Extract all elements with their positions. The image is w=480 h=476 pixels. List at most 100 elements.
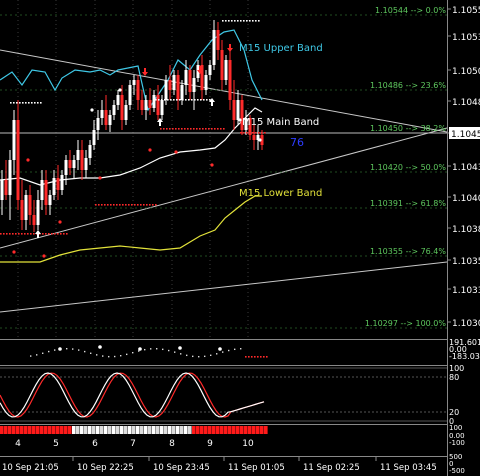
candle-body xyxy=(52,178,56,195)
signal-dot xyxy=(194,99,196,101)
hour-strip-cell xyxy=(200,426,204,434)
signal-dot xyxy=(179,99,181,101)
candle-body xyxy=(212,30,216,65)
signal-dot xyxy=(258,20,260,22)
hour-strip-cell xyxy=(128,426,132,434)
candle-body xyxy=(184,70,188,85)
indicator1-dot xyxy=(260,356,262,358)
hour-strip-cell xyxy=(20,426,24,434)
hour-strip-cell xyxy=(60,426,64,434)
hour-strip-cell xyxy=(64,426,68,434)
time-label: 11 Sep 02:25 xyxy=(303,463,360,473)
signal-dot xyxy=(48,233,50,235)
indicator1-label: -183.0311 xyxy=(449,352,480,361)
candle-body xyxy=(248,118,252,135)
hour-strip-cell xyxy=(240,426,244,434)
candle-body xyxy=(144,100,148,110)
signal-dot xyxy=(234,20,236,22)
signal-dot xyxy=(27,233,29,235)
signal-dot xyxy=(252,132,254,134)
signal-dot xyxy=(148,148,152,152)
signal-dot xyxy=(220,128,222,130)
hour-strip-cell xyxy=(208,426,212,434)
candle-body xyxy=(168,80,172,90)
candle-body xyxy=(88,145,92,158)
indicator1-dot xyxy=(126,353,128,356)
down-arrow-icon xyxy=(197,66,203,74)
signal-dot xyxy=(66,233,68,235)
indicator1-dot xyxy=(138,347,142,351)
hour-strip-cell xyxy=(112,426,116,434)
stoch-level-label: 80 xyxy=(449,373,459,382)
indicator1-dot xyxy=(36,354,38,356)
indicator1-dot xyxy=(162,348,164,351)
candle-body xyxy=(4,180,8,195)
indicator1-dot xyxy=(48,350,50,353)
candle-body xyxy=(64,160,68,175)
time-label: 10 Sep 22:25 xyxy=(77,463,134,473)
signal-dot xyxy=(143,204,145,206)
indicator1-dot xyxy=(216,353,218,355)
signal-dot xyxy=(240,132,242,134)
candle-body xyxy=(188,70,192,92)
signal-dot xyxy=(197,99,199,101)
signal-dot xyxy=(258,132,260,134)
signal-dot xyxy=(0,233,2,235)
candle-body xyxy=(228,60,232,100)
candle-body xyxy=(220,50,224,80)
hour-strip-cell xyxy=(28,426,32,434)
signal-dot xyxy=(175,128,177,130)
stoch-signal-line xyxy=(0,372,265,418)
candle-body xyxy=(208,65,212,75)
candle-body xyxy=(28,195,32,215)
signal-dot xyxy=(9,233,11,235)
price-tick-label: 1.10405 xyxy=(452,194,480,204)
time-axis: 10 Sep 21:05 10 Sep 22:25 10 Sep 23:45 11 S… xyxy=(2,453,465,475)
candle-body xyxy=(200,65,204,90)
hour-strip-cell xyxy=(8,426,12,434)
hour-strip-cell xyxy=(124,426,128,434)
time-label: 10 Sep 23:45 xyxy=(153,463,210,473)
indicator1-dot xyxy=(248,356,250,358)
signal-dot xyxy=(164,99,166,101)
indicator-panel-1[interactable] xyxy=(0,340,447,365)
indicator1-dot xyxy=(156,348,158,350)
signal-dot xyxy=(193,128,195,130)
hour-label: 5 xyxy=(53,439,59,449)
lower-band-label: M15 Lower Band xyxy=(239,188,322,199)
indicator1-dot xyxy=(58,347,62,351)
signal-dot xyxy=(208,128,210,130)
hour-strip-cell xyxy=(92,426,96,434)
hour-strip-cell xyxy=(12,426,16,434)
signal-dot xyxy=(249,20,251,22)
signal-dot xyxy=(206,99,208,101)
hour-strip-cell xyxy=(204,426,208,434)
indicator1-dot xyxy=(150,348,152,350)
candle-body xyxy=(164,80,168,100)
signal-dot xyxy=(231,20,233,22)
hour-strip-cell xyxy=(152,426,156,434)
hour-label: 10 xyxy=(242,439,254,449)
trendline-bottom xyxy=(0,261,448,313)
signal-dot xyxy=(19,102,21,104)
signal-dot xyxy=(217,128,219,130)
candle-body xyxy=(140,100,144,110)
candle-body xyxy=(24,195,28,220)
down-arrow-icon xyxy=(142,68,148,76)
signal-dot xyxy=(223,128,225,130)
signal-dot xyxy=(205,128,207,130)
hour-strip-cell xyxy=(76,426,80,434)
signal-dot xyxy=(98,204,100,206)
candle-body xyxy=(196,65,200,78)
signal-dot xyxy=(246,132,248,134)
signal-dot xyxy=(196,128,198,130)
stochastic-panel[interactable] xyxy=(0,366,447,424)
indicator1-dot xyxy=(96,354,98,356)
signal-dot xyxy=(238,118,242,122)
candle-body xyxy=(40,180,44,200)
signal-dot xyxy=(158,99,160,101)
signal-dot xyxy=(137,204,139,206)
hour-strip-cell xyxy=(132,426,136,434)
